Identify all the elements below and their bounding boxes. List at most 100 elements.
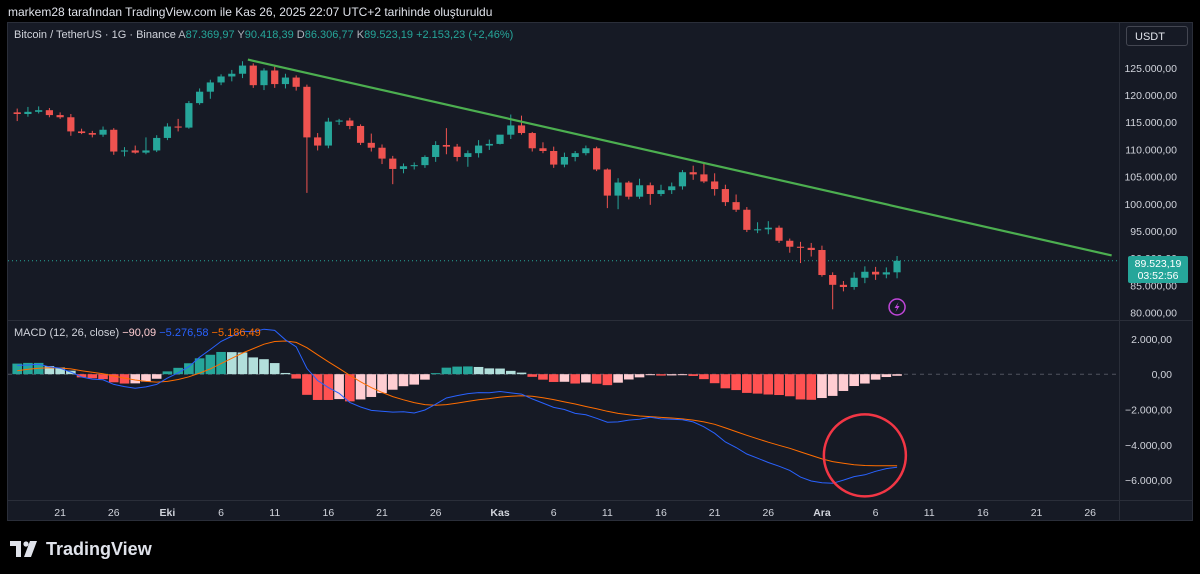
candle-body bbox=[560, 156, 569, 165]
candle-body bbox=[689, 172, 697, 175]
candle-body bbox=[228, 73, 236, 77]
candle-body bbox=[517, 125, 526, 134]
time-tick-label: 6 bbox=[218, 507, 224, 519]
time-tick-label: 26 bbox=[762, 507, 774, 519]
candle-body bbox=[88, 133, 96, 135]
candle-body bbox=[796, 246, 805, 248]
macd-histogram-bar bbox=[227, 352, 237, 375]
high-label: Y bbox=[237, 29, 245, 41]
macd-histogram-bar bbox=[731, 374, 741, 391]
candle-body bbox=[260, 70, 268, 86]
macd-histogram-bar bbox=[473, 366, 484, 375]
time-tick-label: 11 bbox=[269, 507, 280, 519]
candle-body bbox=[571, 153, 579, 157]
candle-body bbox=[775, 227, 783, 241]
macd-histogram-bar bbox=[237, 352, 248, 375]
candle-body bbox=[453, 146, 461, 157]
candle-body bbox=[206, 82, 214, 92]
symbol-title: Bitcoin / TetherUS · 1G · Binance bbox=[14, 29, 176, 41]
countdown-value: 03:52:56 bbox=[1137, 270, 1179, 282]
candle-body bbox=[507, 125, 515, 135]
macd-histogram-bar bbox=[795, 374, 806, 400]
close-value: 89.523,19 bbox=[364, 29, 413, 41]
candle-body bbox=[324, 121, 332, 146]
macd-signal-value: −5.186,49 bbox=[211, 327, 261, 339]
candle-body bbox=[829, 275, 837, 285]
candle-body bbox=[56, 115, 64, 118]
macd-histogram-bar bbox=[463, 366, 473, 375]
candle-body bbox=[839, 284, 848, 287]
price-tick-label: 100.000,00 bbox=[1124, 199, 1177, 211]
candle-body bbox=[389, 158, 397, 169]
low-value: 86.306,77 bbox=[304, 29, 354, 41]
macd-histogram-bar bbox=[87, 374, 98, 379]
macd-histogram-bar bbox=[548, 374, 559, 382]
price-tick-label: 95.000,00 bbox=[1130, 226, 1177, 238]
candle-body bbox=[646, 185, 654, 194]
currency-button[interactable]: USDT bbox=[1126, 26, 1188, 46]
macd-histogram-bar bbox=[784, 374, 795, 397]
time-tick-label: 16 bbox=[977, 507, 989, 519]
candle-body bbox=[217, 76, 225, 83]
lightning-icon bbox=[894, 302, 900, 312]
macd-histogram-bar bbox=[452, 366, 462, 375]
macd-histogram-bar bbox=[752, 374, 763, 394]
macd-histogram-bar bbox=[559, 374, 570, 382]
candle-body bbox=[292, 77, 300, 87]
candle-body bbox=[399, 166, 408, 169]
candle-body bbox=[893, 260, 901, 273]
candle-body bbox=[442, 145, 450, 147]
candle-body bbox=[464, 153, 472, 157]
tradingview-logo-text: TradingView bbox=[46, 538, 152, 559]
macd-histogram-bar bbox=[98, 374, 108, 380]
candle-body bbox=[678, 172, 687, 187]
candle-body bbox=[528, 133, 536, 149]
candle-body bbox=[185, 103, 193, 128]
macd-histogram-bar bbox=[602, 374, 613, 386]
time-tick-label: 21 bbox=[709, 507, 721, 519]
candle-body bbox=[196, 91, 204, 104]
macd-histogram-bar bbox=[527, 374, 538, 377]
time-tick-label: 6 bbox=[551, 507, 557, 519]
macd-histogram-bar bbox=[817, 374, 827, 399]
candle-body bbox=[174, 126, 182, 128]
candle-body bbox=[271, 70, 279, 85]
high-value: 90.418,39 bbox=[244, 29, 294, 41]
price-tick-label: 85.000,00 bbox=[1130, 280, 1177, 292]
macd-histogram-bar bbox=[656, 374, 666, 376]
macd-tick-label: −2.000,00 bbox=[1125, 405, 1172, 417]
time-tick-label: 11 bbox=[602, 507, 613, 519]
price-tick-label: 105.000,00 bbox=[1124, 172, 1177, 184]
tradingview-logo-icon bbox=[10, 541, 37, 557]
macd-title: MACD (12, 26, close) bbox=[14, 327, 120, 339]
candle-body bbox=[872, 271, 880, 275]
candle-body bbox=[668, 186, 676, 191]
time-tick-label: 26 bbox=[430, 507, 442, 519]
macd-histogram-bar bbox=[763, 374, 774, 395]
macd-histogram-bar bbox=[409, 374, 420, 385]
candle-body bbox=[625, 182, 633, 197]
candle-body bbox=[110, 129, 118, 152]
macd-histogram-bar bbox=[870, 374, 881, 380]
time-tick-label: 21 bbox=[376, 507, 388, 519]
candle-body bbox=[603, 169, 611, 196]
candle-body bbox=[861, 271, 869, 278]
macd-histogram-bar bbox=[55, 367, 65, 375]
macd-histogram-bar bbox=[248, 357, 259, 375]
macd-histogram-bar bbox=[677, 374, 688, 376]
chart-caption: markem28 tarafından TradingView.com ile … bbox=[0, 0, 1200, 24]
candle-body bbox=[99, 129, 107, 135]
candle-body bbox=[743, 209, 751, 230]
price-tick-label: 120.000,00 bbox=[1124, 90, 1177, 102]
candle-body bbox=[657, 190, 665, 194]
chart-frame bbox=[7, 22, 1193, 521]
tradingview-logo[interactable]: TradingView bbox=[10, 539, 152, 559]
candle-body bbox=[786, 240, 794, 247]
macd-histogram-bar bbox=[581, 374, 591, 383]
macd-histogram-bar bbox=[345, 374, 355, 402]
macd-histogram-bar bbox=[76, 374, 87, 378]
last-price-tag: 89.523,19 03:52:56 bbox=[1128, 256, 1188, 283]
macd-histogram-bar bbox=[130, 374, 141, 384]
candle-body bbox=[131, 150, 139, 153]
